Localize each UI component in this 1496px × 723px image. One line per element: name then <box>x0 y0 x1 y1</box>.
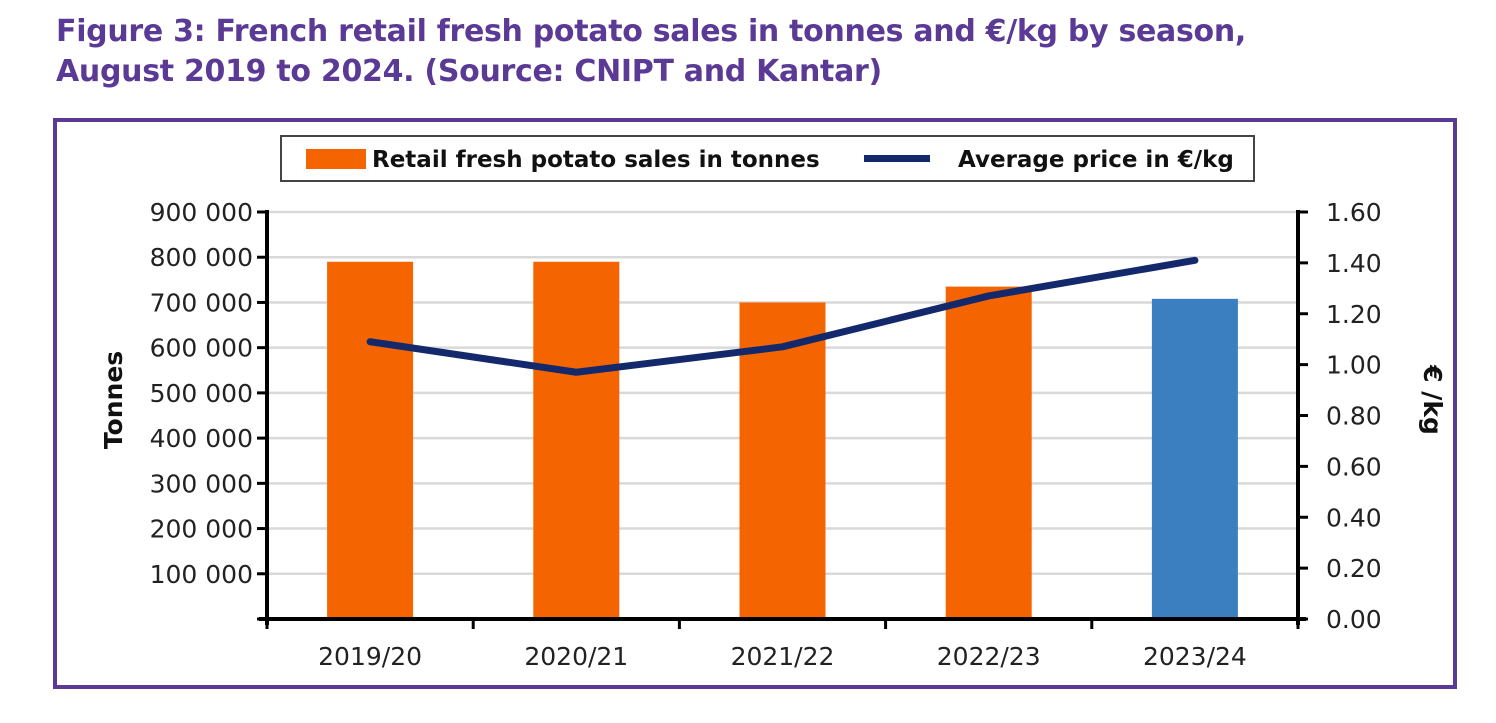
figure-title-line2: August 2019 to 2024. (Source: CNIPT and … <box>56 54 882 89</box>
x-tick-label: 2023/24 <box>1143 642 1247 671</box>
right-axis-title: € /kg <box>1418 364 1447 435</box>
left-tick-label: 600 000 <box>150 334 253 363</box>
left-axis-title: Tonnes <box>99 351 128 449</box>
legend-label-price: Average price in €/kg <box>958 147 1234 173</box>
left-tick-label: 900 000 <box>150 198 253 227</box>
right-tick-label: 1.20 <box>1326 300 1382 329</box>
bar-2020-21 <box>533 261 620 619</box>
bar-2023-24 <box>1151 298 1238 619</box>
left-tick-label: 100 000 <box>150 560 253 589</box>
left-tick-label: 300 000 <box>150 469 253 498</box>
x-tick-label: 2019/20 <box>318 642 422 671</box>
left-tick-label: 400 000 <box>150 424 253 453</box>
figure-title-line1: Figure 3: French retail fresh potato sal… <box>56 14 1247 49</box>
x-tick-label: 2020/21 <box>524 642 628 671</box>
legend-line-swatch <box>864 155 930 162</box>
right-tick-label: 0.00 <box>1326 605 1382 634</box>
bar-2022-23 <box>945 286 1032 619</box>
legend: Retail fresh potato sales in tonnes Aver… <box>280 135 1255 182</box>
axes <box>259 210 1306 625</box>
right-tick-label: 1.60 <box>1326 198 1382 227</box>
bar-2019-20 <box>327 261 414 619</box>
right-axis-ticks: 0.00 0.20 0.40 0.60 0.80 1.00 1.20 1.40 1.60 <box>1298 198 1382 634</box>
left-tick-label: 500 000 <box>150 379 253 408</box>
bars <box>327 261 1238 619</box>
right-tick-label: 0.60 <box>1326 452 1382 481</box>
bar-2021-22 <box>739 302 826 619</box>
x-tick-label: 2021/22 <box>731 642 835 671</box>
right-tick-label: 1.00 <box>1326 351 1382 380</box>
left-tick-label: 200 000 <box>150 515 253 544</box>
right-tick-label: 0.80 <box>1326 402 1382 431</box>
figure-title: Figure 3: French retail fresh potato sal… <box>56 12 1476 92</box>
legend-label-sales: Retail fresh potato sales in tonnes <box>372 147 820 173</box>
x-axis-ticks: 2019/20 2020/21 2021/22 2022/23 2023/24 <box>265 619 1300 671</box>
right-tick-label: 0.20 <box>1326 554 1382 583</box>
right-tick-label: 1.40 <box>1326 249 1382 278</box>
x-tick-label: 2022/23 <box>937 642 1041 671</box>
legend-bar-swatch <box>306 149 366 169</box>
left-tick-label: 800 000 <box>150 243 253 272</box>
chart-frame <box>53 118 1457 689</box>
right-tick-label: 0.40 <box>1326 503 1382 532</box>
legend-box <box>280 135 1255 182</box>
left-axis-ticks: 100 000 200 000 300 000 400 000 500 000 600 0… <box>150 198 267 621</box>
left-tick-label: 700 000 <box>150 288 253 317</box>
price-line <box>366 256 1199 376</box>
